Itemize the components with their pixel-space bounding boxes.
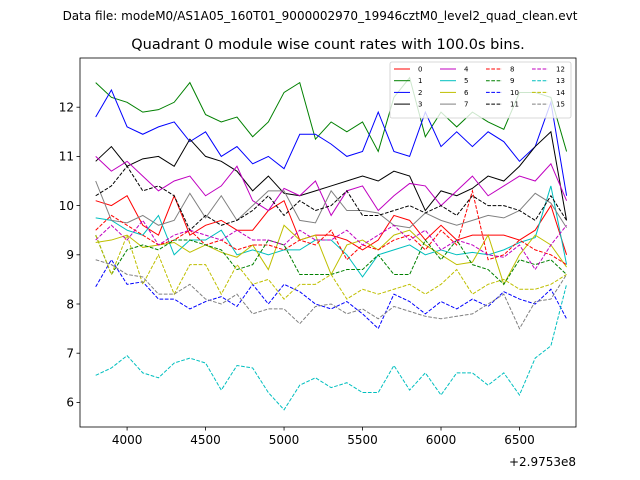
series-line-8: [95, 188, 567, 266]
legend-label-13: 13: [556, 77, 565, 85]
series-line-4: [95, 156, 568, 217]
y-tick-label: 11: [59, 150, 74, 164]
legend-label-6: 6: [464, 89, 469, 97]
series-line-1: [95, 76, 568, 153]
series-line-7: [95, 180, 568, 229]
legend-label-0: 0: [418, 65, 422, 73]
series-line-13: [95, 284, 568, 411]
plot-area: [95, 76, 568, 411]
x-tick-label: 5000: [269, 433, 300, 447]
chart-title: Quadrant 0 module wise count rates with …: [131, 37, 525, 53]
legend-label-1: 1: [418, 77, 422, 85]
series-line-3: [95, 130, 568, 221]
x-offset-label: +2.9753e8: [509, 455, 576, 469]
y-tick-label: 8: [66, 297, 74, 311]
y-tick-label: 7: [66, 347, 74, 361]
series-line-15: [95, 259, 568, 330]
legend-label-4: 4: [464, 65, 469, 73]
x-tick-label: 5500: [347, 433, 378, 447]
series-line-14: [95, 233, 567, 300]
legend-label-3: 3: [418, 101, 422, 109]
y-tick-label: 6: [66, 396, 74, 410]
legend-label-15: 15: [556, 101, 565, 109]
legend-label-7: 7: [464, 101, 468, 109]
x-tick-label: 4000: [112, 433, 143, 447]
legend-label-9: 9: [510, 77, 514, 85]
legend-label-8: 8: [510, 65, 514, 73]
series-line-5: [95, 185, 568, 278]
legend-label-5: 5: [464, 77, 468, 85]
series-line-11: [95, 165, 568, 232]
legend-label-2: 2: [418, 89, 422, 97]
legend-label-14: 14: [556, 89, 565, 97]
legend-box: [389, 61, 572, 119]
legend-label-12: 12: [556, 65, 565, 73]
x-tick-label: 6500: [504, 433, 535, 447]
axes-frame: [79, 57, 577, 428]
series-line-0: [95, 194, 568, 255]
series-line-2: [95, 88, 568, 196]
x-tick-label: 6000: [426, 433, 457, 447]
y-tick-label: 9: [66, 248, 74, 262]
legend-label-11: 11: [510, 101, 519, 109]
y-tick-label: 12: [59, 101, 74, 115]
x-tick-label: 4500: [190, 433, 221, 447]
legend-label-10: 10: [510, 89, 519, 97]
y-tick-label: 10: [59, 199, 74, 213]
chart-suptitle: Data file: modeM0/AS1A05_160T01_90000029…: [63, 9, 578, 23]
